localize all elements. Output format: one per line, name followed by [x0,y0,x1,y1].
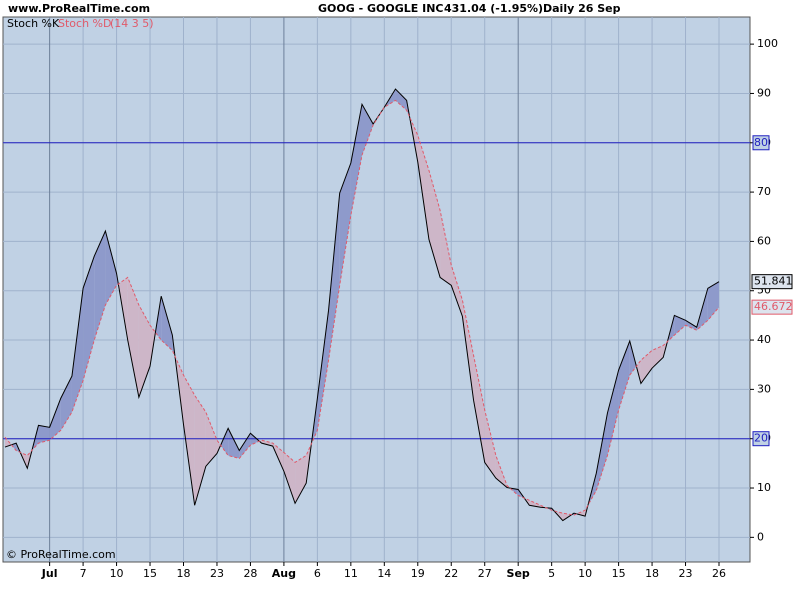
fill-band [440,210,452,286]
x-tick-label: 27 [478,567,492,580]
fill-band [60,376,72,431]
fill-band [707,281,719,321]
series-line [4,88,720,522]
fill-band [674,315,686,336]
x-tick-label: 28 [243,567,257,580]
fill-band [127,277,139,398]
fill-band [339,162,351,286]
x-tick-label: 10 [578,567,592,580]
fill-band [484,410,496,479]
fill-band [228,428,240,459]
x-tick-label: 6 [314,567,321,580]
last-value-label: 46.672 [754,300,793,313]
ref-box [752,431,770,447]
y-tick-label: 10 [757,481,771,494]
fill-band [161,296,173,351]
last-value-box [751,299,793,315]
fill-band [105,231,117,306]
y-tick-label: 30 [757,382,771,395]
plot [3,17,750,562]
fill-band [317,310,329,431]
fill-band [295,455,307,504]
footer: © ProRealTime.com [6,548,116,561]
fill-band [83,256,95,381]
fill-band [473,355,485,463]
fill-band [194,395,206,506]
fill-band [576,510,586,517]
x-tick-label: 23 [679,567,693,580]
legend-entry: Stoch %K [7,17,60,30]
fill-band [652,345,664,369]
fill-band [71,288,84,413]
x-tick-label: 5 [548,567,555,580]
ref-label: 20 [754,432,768,445]
fill-band [607,370,619,456]
y-tick-label: 40 [757,333,771,346]
fill-band [685,320,697,331]
x-tick-label: 15 [612,567,626,580]
x-tick-label: Jul [41,567,58,580]
fill-band [350,104,362,216]
x-tick-label: 14 [377,567,391,580]
fill-band [618,341,630,411]
ref-label: 80 [754,136,768,149]
price: 431.04 (-1.95%) [444,2,543,15]
last-value-box [751,274,793,290]
y-tick-label: 70 [757,185,771,198]
x-tick-label: 23 [210,567,224,580]
last-value-label: 51.841 [754,275,793,288]
x-tick-label: 22 [444,567,458,580]
fill-band [417,135,429,240]
fill-band [451,265,463,317]
x-tick-label: 10 [110,567,124,580]
plot-area [2,16,751,563]
y-tick-label: 60 [757,234,771,247]
y-tick-label: 90 [757,86,771,99]
fill-band [395,89,407,111]
fill-band [328,193,340,361]
x-tick-label: 18 [645,567,659,580]
ref-box [752,135,770,151]
site-name: www.ProRealTime.com [8,2,150,15]
fill-band [138,305,151,398]
y-tick-label: 0 [757,530,764,543]
x-tick-label: Aug [272,567,296,580]
series-line [4,99,720,516]
fill-band [239,433,251,459]
fill-band [428,170,441,278]
fill-band [183,375,195,506]
fill-band [462,300,474,401]
legend-entry: Stoch %D [58,17,111,30]
chart-title: GOOG - GOOGLE INC [318,2,443,15]
fill-band [283,452,296,504]
fill-band [261,440,273,447]
period: Daily 26 Sep [543,2,621,15]
x-tick-label: 7 [80,567,87,580]
fill-band [216,440,221,454]
fill-band [640,350,653,384]
legend-params: (14 3 5) [110,17,154,30]
x-tick-label: 26 [712,567,726,580]
fill-band [629,341,637,376]
fill-band [49,398,61,441]
x-tick-label: 11 [344,567,358,580]
y-tick-label: 100 [757,37,778,50]
fill-band [596,413,608,491]
x-tick-label: 18 [177,567,191,580]
x-tick-label: 15 [143,567,157,580]
fill-band [220,428,229,456]
x-tick-label: 19 [411,567,425,580]
x-tick-label: Sep [507,567,530,580]
